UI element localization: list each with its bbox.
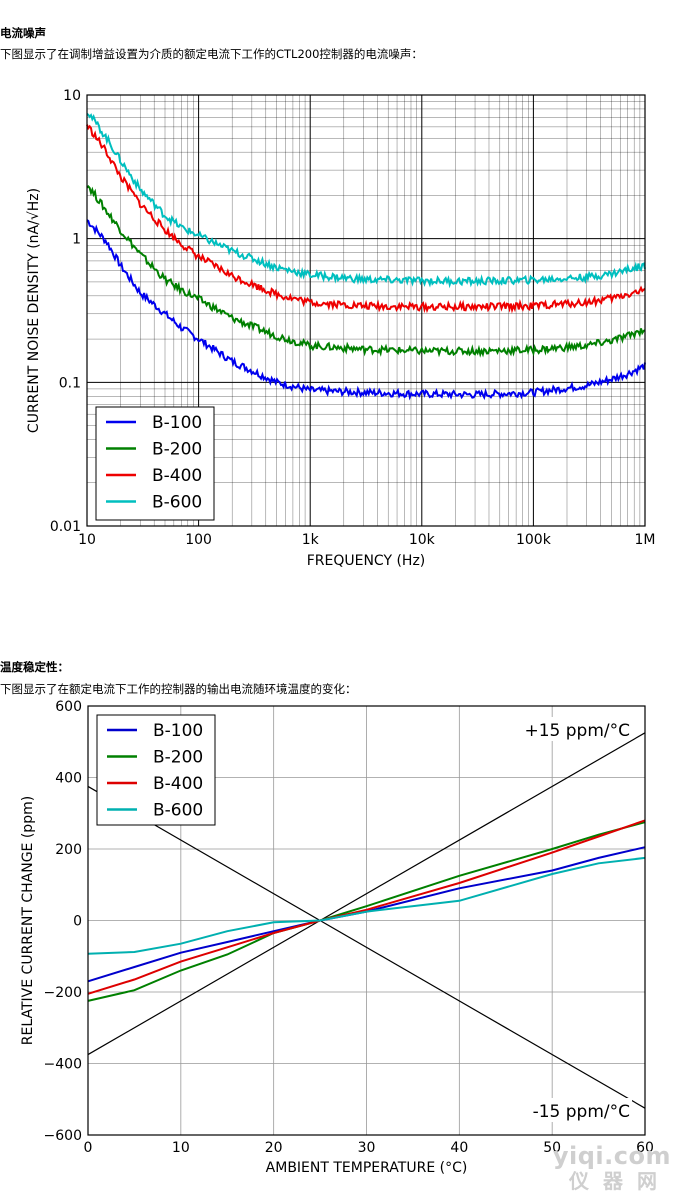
noise-plot-frame <box>86 94 646 527</box>
watermark: yiqi.com 仪器网 <box>553 1144 671 1191</box>
stability-y-axis-label: RELATIVE CURRENT CHANGE (ppm) <box>20 796 36 1045</box>
stability-legend-label: B-600 <box>153 801 203 821</box>
y-tick-label: −600 <box>44 1128 82 1144</box>
x-tick-label: 40 <box>450 1140 468 1156</box>
stability-legend: B-100 B-200 B-400 B-600 <box>96 714 216 826</box>
noise-legend-label: B-600 <box>152 493 202 513</box>
x-tick-label: 10 <box>78 532 96 548</box>
reference-line-plus-15ppm <box>87 732 646 1056</box>
noise-legend-label: B-100 <box>152 413 202 433</box>
noise-y-axis-label: CURRENT NOISE DENSITY (nA/√Hz) <box>26 188 42 433</box>
stability-legend-label: B-200 <box>153 748 203 768</box>
noise-section-heading: 电流噪声 <box>0 26 46 40</box>
x-tick-label: 50 <box>543 1140 561 1156</box>
stability-x-axis-label: AMBIENT TEMPERATURE (°C) <box>266 1160 468 1176</box>
x-tick-label: 1M <box>635 532 656 548</box>
x-tick-label: 20 <box>265 1140 283 1156</box>
noise-legend: B-100 B-200 B-400 B-600 <box>95 406 215 521</box>
x-tick-label: 0 <box>84 1140 93 1156</box>
x-tick-label: 30 <box>358 1140 376 1156</box>
noise-legend-label: B-400 <box>152 466 202 486</box>
stability-legend-box <box>96 714 216 826</box>
y-tick-label: 600 <box>55 699 82 715</box>
stability-plot-frame <box>87 705 646 1136</box>
x-tick-label: 60 <box>636 1140 654 1156</box>
y-tick-label: 10 <box>63 88 81 104</box>
plus-15ppm-label: +15 ppm/°C <box>524 721 630 741</box>
minus-label-bg <box>520 1098 632 1122</box>
x-tick-label: 10k <box>409 532 436 548</box>
y-tick-label: 0.1 <box>59 375 81 391</box>
y-tick-label: −400 <box>44 1057 82 1073</box>
minus-15ppm-label: -15 ppm/°C <box>533 1102 630 1122</box>
stability-series-b-600 <box>87 856 646 955</box>
y-tick-label: 200 <box>55 842 82 858</box>
noise-series-b-100 <box>86 219 646 401</box>
reference-line-minus-15ppm <box>87 785 646 1109</box>
x-tick-label: 100 <box>185 532 212 548</box>
stability-legend-label: B-100 <box>153 721 203 741</box>
x-tick-label: 10 <box>172 1140 190 1156</box>
y-tick-label: 1 <box>72 232 81 248</box>
stability-section-heading: 温度稳定性： <box>0 660 69 674</box>
y-tick-label: 0 <box>73 914 82 930</box>
watermark-line2: 仪器网 <box>569 1169 671 1193</box>
watermark-line1: yiqi.com <box>552 1142 671 1170</box>
noise-legend-label: B-200 <box>152 440 202 460</box>
stability-section-caption: 下图显示了在额定电流下工作的控制器的输出电流随环境温度的变化： <box>0 682 357 696</box>
y-tick-label: 400 <box>55 771 82 787</box>
noise-series-b-200 <box>86 184 646 358</box>
y-tick-label: −200 <box>44 985 82 1001</box>
noise-section-caption: 下图显示了在调制增益设置为介质的额定电流下工作的CTL200控制器的电流噪声： <box>0 47 423 61</box>
stability-legend-label: B-400 <box>153 774 203 794</box>
y-tick-label: 0.01 <box>50 519 81 535</box>
noise-series-b-600 <box>86 113 646 289</box>
noise-x-axis-label: FREQUENCY (Hz) <box>307 553 426 569</box>
plus-label-bg <box>512 717 630 741</box>
x-tick-label: 100k <box>516 532 552 548</box>
x-tick-label: 1k <box>302 532 320 548</box>
noise-series-b-400 <box>86 124 646 314</box>
noise-density-chart: 10 100 1k 10k 100k 1M 0.01 0.1 1 10 B-100 B-200 B-40… <box>26 88 656 569</box>
